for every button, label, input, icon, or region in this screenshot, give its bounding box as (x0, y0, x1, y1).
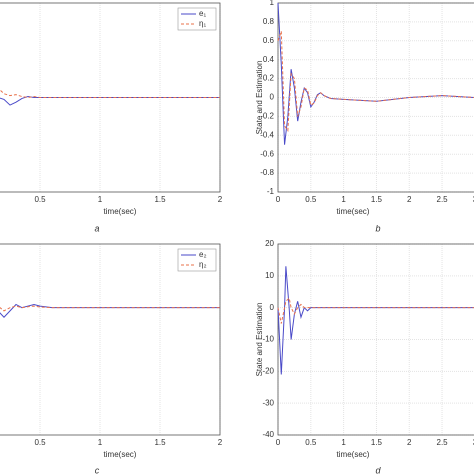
x-tick-label: 2 (218, 195, 223, 204)
y-tick-label: -0.8 (260, 168, 274, 177)
legend-box (177, 7, 217, 31)
legend-box (177, 248, 217, 272)
y-tick-label: -1 (267, 187, 275, 196)
legend-label: η₁ (199, 19, 206, 28)
series-line (277, 297, 474, 324)
x-tick-label: 1 (98, 438, 103, 447)
y-tick-label: -0.6 (260, 149, 274, 158)
x-tick-label: 0.5 (305, 195, 317, 204)
caption: a (94, 223, 99, 233)
y-tick-label: 0.4 (263, 55, 275, 64)
legend-label: η₂ (199, 260, 207, 269)
caption: d (375, 465, 381, 474)
y-tick-label: -20 (262, 366, 274, 375)
y-tick-label: -0.4 (260, 130, 274, 139)
x-tick-label: 2 (407, 195, 412, 204)
x-tick-label: 1.5 (371, 438, 383, 447)
x-tick-label: 0.5 (305, 438, 317, 447)
x-tick-label: 0 (276, 438, 281, 447)
legend-label: e₁ (199, 9, 206, 18)
y-tick-label: 0 (270, 303, 275, 312)
x-axis-label: time(sec) (337, 207, 370, 216)
x-tick-label: 1.5 (154, 195, 166, 204)
plot-frame (0, 243, 221, 436)
y-tick-label: 0.6 (263, 36, 275, 45)
x-axis-label: time(sec) (104, 450, 137, 459)
y-tick-label: 1 (270, 0, 275, 7)
x-tick-label: 1.5 (371, 195, 383, 204)
y-tick-label: -30 (262, 398, 274, 407)
y-axis-label: State and Estimation (255, 303, 264, 377)
x-tick-label: 3 (473, 438, 474, 447)
legend-label: e₂ (199, 250, 207, 259)
x-tick-label: 1.5 (154, 438, 166, 447)
x-tick-label: 1 (98, 195, 103, 204)
x-tick-label: 2.5 (437, 438, 449, 447)
y-tick-label: -0.2 (260, 112, 274, 121)
y-tick-label: 0 (270, 93, 275, 102)
series-line (0, 89, 220, 99)
caption: b (375, 223, 380, 233)
y-tick-label: 20 (265, 239, 274, 248)
plot-frame (277, 2, 474, 193)
series-line (277, 31, 474, 133)
x-tick-label: 1 (341, 195, 346, 204)
caption: c (95, 465, 100, 474)
y-tick-label: -40 (262, 430, 274, 439)
x-tick-label: 3 (473, 195, 474, 204)
x-tick-label: 0.5 (34, 438, 46, 447)
x-tick-label: 2 (218, 438, 223, 447)
x-tick-label: 0.5 (34, 195, 46, 204)
series-line (0, 305, 220, 312)
x-tick-label: 2.5 (437, 195, 449, 204)
x-tick-label: 1 (341, 438, 346, 447)
x-axis-label: time(sec) (337, 450, 370, 459)
x-tick-label: 0 (276, 195, 281, 204)
y-axis-label: State and Estimation (255, 61, 264, 135)
y-tick-label: -10 (262, 335, 274, 344)
plot-frame (277, 243, 474, 436)
x-tick-label: 2 (407, 438, 412, 447)
y-tick-label: 0.2 (263, 74, 275, 83)
x-axis-label: time(sec) (104, 207, 137, 216)
y-tick-label: 0.8 (263, 17, 275, 26)
y-tick-label: 10 (265, 271, 274, 280)
